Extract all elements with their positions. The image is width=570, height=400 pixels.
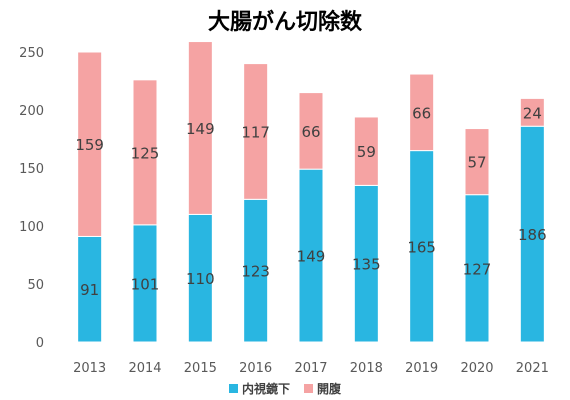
x-tick-label: 2021 xyxy=(516,361,549,376)
bar-segment-open-2013 xyxy=(77,51,103,237)
bar-segment-endoscopic-2021 xyxy=(519,125,545,343)
bar-segment-open-2019 xyxy=(409,73,435,152)
bar-segment-endoscopic-2020 xyxy=(464,194,490,343)
data-label: 123 xyxy=(241,263,270,281)
data-label: 117 xyxy=(241,123,270,141)
bar-segment-endoscopic-2019 xyxy=(409,150,435,343)
data-label: 135 xyxy=(352,256,381,274)
y-tick-label: 250 xyxy=(19,46,44,61)
y-axis: 0 50 100 150 200 250 xyxy=(19,46,44,351)
data-label: 159 xyxy=(75,136,104,154)
data-label: 24 xyxy=(523,104,542,122)
bar-segment-open-2015 xyxy=(187,41,213,215)
data-label: 165 xyxy=(407,238,436,256)
bar-segment-open-2020 xyxy=(464,128,490,196)
chart-title: 大腸がん切除数 xyxy=(207,10,362,35)
bar-segment-open-2018 xyxy=(353,116,379,186)
data-label: 101 xyxy=(131,275,160,293)
data-label: 149 xyxy=(297,248,326,266)
legend-swatch xyxy=(228,384,238,393)
x-tick-label: 2018 xyxy=(350,361,383,376)
bars: 91 159 101 125 110 149 123 117 149 66 135 59 165 66 12… xyxy=(75,41,547,343)
data-label: 186 xyxy=(518,226,547,244)
legend-swatch xyxy=(304,384,313,393)
data-label: 110 xyxy=(186,270,215,288)
bar-segment-endoscopic-2015 xyxy=(187,213,213,343)
data-label: 91 xyxy=(80,281,99,299)
legend-label: 開腹 xyxy=(317,382,342,396)
data-label: 127 xyxy=(463,260,492,278)
legend: 内視鏡下 開腹 xyxy=(0,380,570,397)
legend-item-endoscopic: 内視鏡下 xyxy=(228,380,290,397)
y-tick-label: 150 xyxy=(19,162,44,177)
x-tick-label: 2017 xyxy=(294,361,327,376)
legend-item-open: 開腹 xyxy=(304,380,341,397)
y-tick-label: 200 xyxy=(19,104,44,119)
x-axis: 2013 2014 2015 2016 2017 2018 2019 2020 2021 xyxy=(73,361,549,376)
data-label: 59 xyxy=(357,143,376,161)
x-tick-label: 2014 xyxy=(128,361,161,376)
x-tick-label: 2015 xyxy=(184,361,217,376)
bar-segment-open-2014 xyxy=(132,79,158,226)
x-tick-label: 2016 xyxy=(239,361,272,376)
y-tick-label: 100 xyxy=(19,220,44,235)
y-tick-label: 50 xyxy=(27,278,44,293)
bar-segment-endoscopic-2017 xyxy=(298,168,324,343)
bar-segment-open-2021 xyxy=(519,97,545,127)
bar-segment-open-2017 xyxy=(298,92,324,170)
y-tick-label: 0 xyxy=(36,336,44,351)
bar-segment-endoscopic-2018 xyxy=(353,184,379,343)
data-label: 149 xyxy=(186,120,215,138)
data-label: 66 xyxy=(301,123,320,141)
bar-segment-endoscopic-2013 xyxy=(77,235,103,343)
x-tick-label: 2013 xyxy=(73,361,106,376)
bar-segment-open-2016 xyxy=(243,63,269,200)
legend-label: 内視鏡下 xyxy=(241,382,290,396)
data-label: 57 xyxy=(467,154,486,172)
x-tick-label: 2020 xyxy=(460,361,493,376)
bar-segment-endoscopic-2016 xyxy=(243,198,269,343)
data-label: 125 xyxy=(131,144,160,162)
data-label: 66 xyxy=(412,104,431,122)
x-tick-label: 2019 xyxy=(405,361,438,376)
bar-segment-endoscopic-2014 xyxy=(132,224,158,343)
